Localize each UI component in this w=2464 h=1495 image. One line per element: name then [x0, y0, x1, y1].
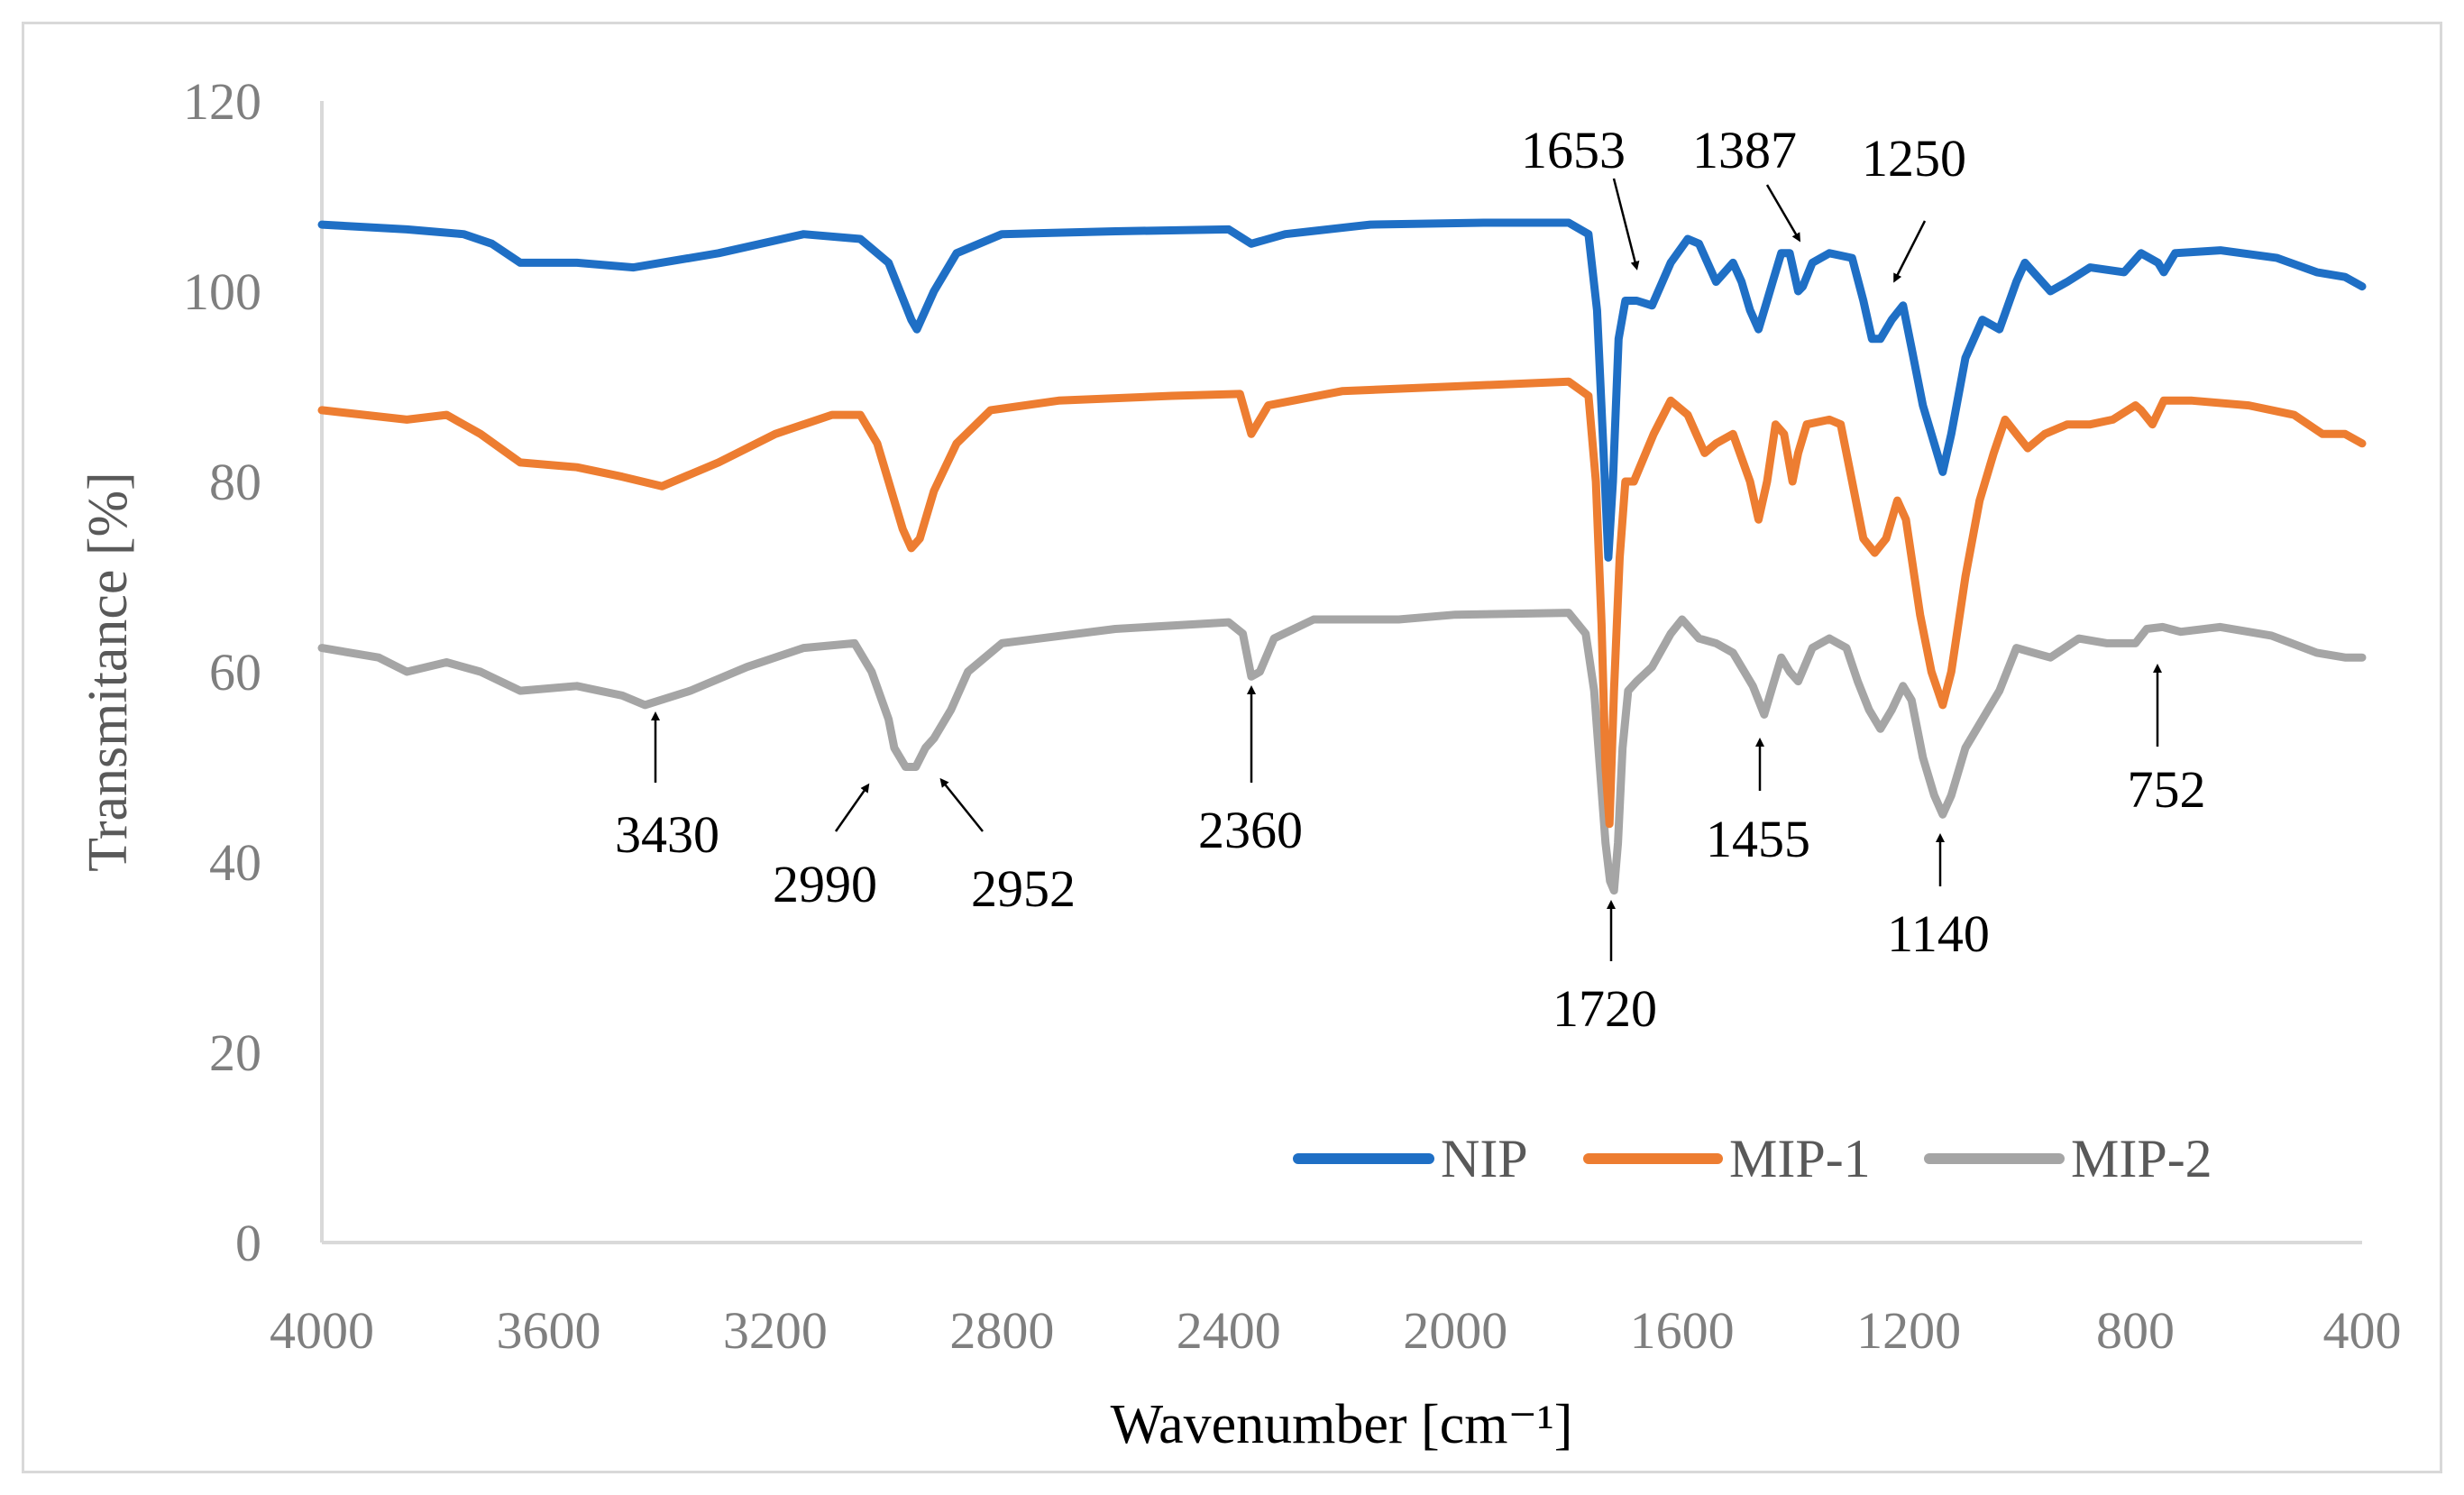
x-tick-label: 2000	[1403, 1301, 1507, 1360]
peak-label: 1653	[1521, 121, 1626, 179]
series-line-nip	[317, 218, 2367, 562]
y-tick-label: 100	[183, 262, 261, 321]
x-tick-label: 3200	[723, 1301, 828, 1360]
legend: NIP MIP-1 MIP-2	[1293, 1129, 2212, 1188]
y-axis-title: Transmitance [%]	[78, 472, 139, 872]
peak-annotation-1720: 1720	[1553, 900, 1657, 1038]
chart-frame	[22, 22, 2442, 1473]
x-tick-label: 2400	[1177, 1301, 1281, 1360]
peak-label: 2952	[971, 859, 1076, 918]
x-tick-label: 3600	[496, 1301, 600, 1360]
peak-arrow	[1612, 178, 1640, 271]
series-line-mip-2	[317, 609, 2367, 895]
peak-label: 1250	[1862, 129, 1966, 188]
peak-annotation-2990: 2990	[773, 783, 877, 913]
y-tick-labels: 0 20 40 60 80 100 120	[183, 72, 261, 1272]
x-axis-title: Wavenumber [cm⁻¹]	[1111, 1394, 1573, 1455]
y-tick-label: 60	[209, 643, 261, 702]
legend-label-mip2: MIP-2	[2071, 1129, 2212, 1188]
peak-label: 1455	[1706, 810, 1810, 868]
x-tick-label: 400	[2323, 1301, 2402, 1360]
y-tick-label: 120	[183, 72, 261, 131]
peak-label: 1387	[1692, 121, 1797, 179]
x-tick-label: 2800	[949, 1301, 1054, 1360]
peak-annotation-2360: 2360	[1198, 685, 1303, 859]
y-tick-label: 40	[209, 833, 261, 892]
peak-label: 752	[2128, 760, 2206, 819]
series-layer	[317, 218, 2367, 895]
peak-annotation-752: 752	[2128, 664, 2206, 819]
legend-label-mip1: MIP-1	[1729, 1129, 1871, 1188]
peak-label: 2990	[773, 855, 877, 913]
y-tick-label: 0	[235, 1214, 261, 1272]
peak-label: 1720	[1553, 979, 1657, 1038]
series-line-mip-1	[317, 377, 2367, 829]
x-tick-label: 1600	[1630, 1301, 1735, 1360]
peak-annotation-1140: 1140	[1887, 833, 1990, 963]
peak-annotation-1455: 1455	[1706, 738, 1810, 868]
x-tick-label: 1200	[1856, 1301, 1961, 1360]
peak-annotation-1250: 1250	[1862, 129, 1966, 283]
peak-label: 2360	[1198, 801, 1303, 859]
peak-arrow	[1893, 220, 1927, 283]
annotation-layer: 1653 1387 1250 3430 2990 2952 2360 1720 1455 1140…	[615, 121, 2206, 1038]
y-tick-label: 80	[209, 453, 261, 511]
peak-annotation-1387: 1387	[1692, 121, 1801, 243]
peak-label: 1140	[1887, 904, 1990, 963]
peak-arrow	[1765, 184, 1801, 243]
x-tick-labels: 4000 3600 3200 2800 2400 2000 1600 1200 800 400	[270, 1301, 2402, 1360]
x-tick-label: 800	[2096, 1301, 2175, 1360]
legend-label-nip: NIP	[1441, 1129, 1528, 1188]
peak-arrow	[939, 777, 984, 832]
peak-annotation-1653: 1653	[1521, 121, 1640, 271]
x-tick-label: 4000	[270, 1301, 374, 1360]
peak-arrow	[834, 783, 870, 832]
peak-annotation-3430: 3430	[615, 711, 719, 864]
y-tick-label: 20	[209, 1023, 261, 1082]
peak-annotation-2952: 2952	[939, 777, 1076, 918]
peak-label: 3430	[615, 805, 719, 864]
